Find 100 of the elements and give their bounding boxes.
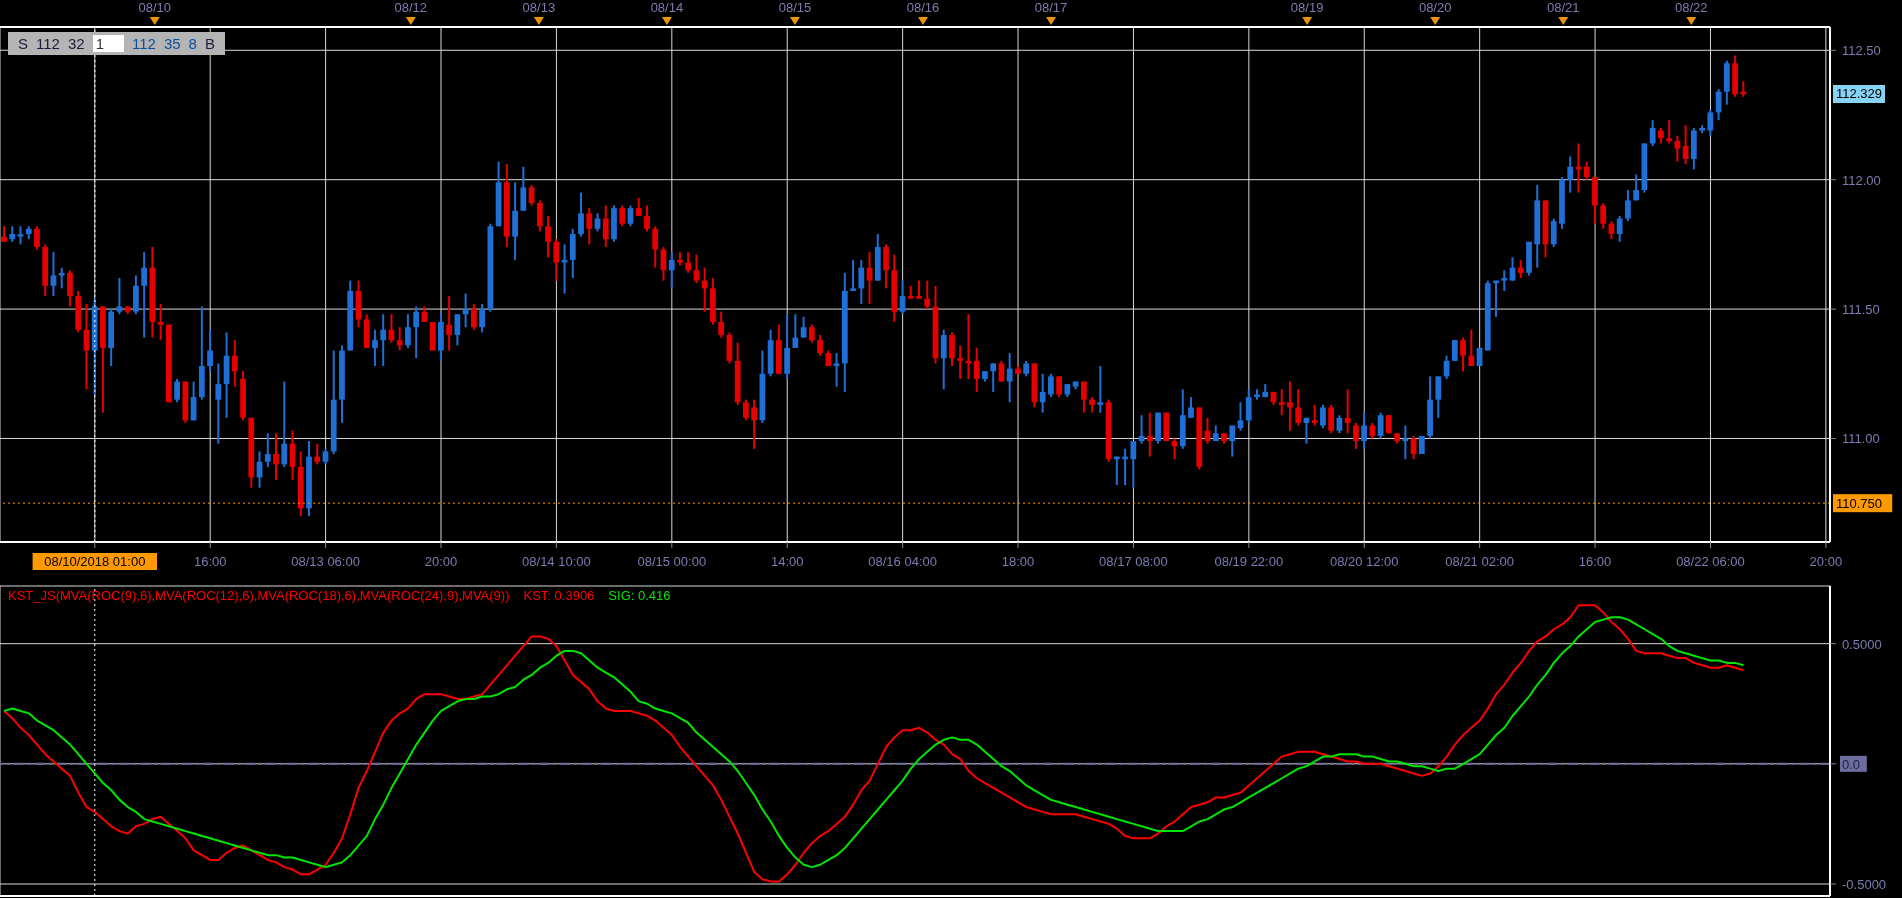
x2-tick-label: 08/10 xyxy=(138,0,171,15)
candlestick xyxy=(1674,134,1681,163)
candlestick xyxy=(1600,201,1607,230)
candlestick xyxy=(17,225,24,246)
candlestick xyxy=(1616,214,1623,243)
candlestick xyxy=(1451,339,1458,362)
candlestick xyxy=(372,328,378,368)
x2-tick-label: 08/14 xyxy=(650,0,684,15)
x2-tick-label: 08/16 xyxy=(906,0,940,15)
ref-line-label: 110.750 xyxy=(1836,496,1883,512)
annotation: 1 xyxy=(92,35,124,52)
candlestick xyxy=(957,344,964,380)
candlestick xyxy=(940,328,947,391)
candlestick xyxy=(1583,160,1590,181)
text: 112.329 xyxy=(1833,85,1886,104)
candlestick xyxy=(718,310,725,339)
candlestick xyxy=(751,398,758,450)
x-tick-label: 08/19 22:00 xyxy=(1214,554,1284,569)
candlestick xyxy=(1278,388,1285,417)
candlestick xyxy=(1567,155,1574,194)
x-tick-label: 08/21 02:00 xyxy=(1445,554,1515,569)
candlestick xyxy=(207,328,213,373)
candlestick xyxy=(1311,403,1318,427)
candlestick xyxy=(405,313,411,349)
candlestick xyxy=(396,326,403,352)
candlestick xyxy=(1649,119,1656,148)
candlestick xyxy=(446,295,453,352)
candlestick xyxy=(990,362,997,393)
candlestick xyxy=(998,359,1005,383)
x-tick-label: 08/20 12:00 xyxy=(1329,554,1399,569)
candlestick xyxy=(602,204,609,248)
candlestick xyxy=(644,204,650,233)
candlestick xyxy=(1468,328,1475,368)
candlestick xyxy=(701,266,708,313)
candlestick xyxy=(817,333,823,357)
annotation: 8 xyxy=(188,35,197,52)
chart-title: KST_JS(MVA(ROC(9),6),MVA(ROC(12),6),MVA(ROC(18),6),MVA(ROC(24),9),MVA(9)) xyxy=(8,588,510,603)
x2-tick-label: 08/15 xyxy=(778,0,812,15)
x-tick-label: 14:00 xyxy=(770,554,804,569)
candlestick xyxy=(528,183,535,207)
candlestick xyxy=(273,432,279,481)
candlestick xyxy=(858,258,865,305)
y-tick-label: 112.00 xyxy=(1842,172,1881,188)
candlestick xyxy=(883,243,889,290)
x2-tick-label: 08/21 xyxy=(1546,0,1580,15)
candlestick xyxy=(1344,388,1351,435)
y-tick-label: 112.50 xyxy=(1842,43,1881,59)
candlestick xyxy=(1295,388,1302,427)
candlestick xyxy=(685,251,692,274)
candlestick xyxy=(1517,258,1524,280)
candlestick xyxy=(536,199,543,233)
candlestick xyxy=(1080,380,1087,414)
candlestick xyxy=(808,323,815,344)
candlestick xyxy=(635,196,642,217)
candlestick xyxy=(1361,411,1368,450)
candlestick xyxy=(1435,375,1442,419)
candlestick xyxy=(627,204,634,228)
candlestick xyxy=(652,225,659,269)
x-tick-label: 08/14 10:00 xyxy=(522,554,591,569)
candlestick xyxy=(973,346,980,393)
annotation: 112 xyxy=(36,35,60,52)
candlestick xyxy=(833,352,840,388)
candlestick xyxy=(50,251,57,298)
candlestick xyxy=(743,398,749,422)
candlestick xyxy=(899,279,906,316)
candlestick xyxy=(264,432,271,468)
candlestick xyxy=(1633,173,1640,202)
candlestick xyxy=(231,339,238,388)
annotation: S xyxy=(18,35,29,52)
x-tick-label: 18:00 xyxy=(1001,554,1035,569)
y-tick-label: -0.5000 xyxy=(1842,876,1887,892)
candlestick xyxy=(850,258,856,292)
x-tick-label: 16:00 xyxy=(193,554,227,569)
annotation: B xyxy=(204,35,215,52)
y-tick-label: 0.0 xyxy=(1842,756,1861,772)
candlestick xyxy=(1682,124,1689,166)
candlestick xyxy=(916,279,922,300)
candlestick xyxy=(1130,440,1137,489)
candlestick xyxy=(1501,269,1508,292)
x-tick-label: 08/17 08:00 xyxy=(1099,554,1168,569)
candlestick xyxy=(1146,411,1153,458)
candlestick xyxy=(1097,365,1104,414)
x-tick-label: 20:00 xyxy=(424,554,458,569)
x-tick-label: 20:00 xyxy=(1809,554,1843,569)
x-tick-label: 08/15 00:00 xyxy=(637,554,707,569)
x2-tick-label: 08/19 xyxy=(1290,0,1324,15)
candlestick xyxy=(1328,403,1335,435)
annotation: 32 xyxy=(67,35,85,52)
candlestick xyxy=(1353,421,1359,450)
candlestick xyxy=(174,377,180,404)
y-tick-label: 0.5000 xyxy=(1842,636,1882,652)
annotation: 112 xyxy=(131,35,156,52)
candlestick xyxy=(1377,411,1384,440)
candlestick xyxy=(1006,352,1013,404)
x2-tick-label: 08/20 xyxy=(1418,0,1452,15)
x-tick-label: 08/13 06:00 xyxy=(291,554,360,569)
candlestick xyxy=(619,204,626,228)
text: SIG: 0.416 xyxy=(608,588,671,603)
candlestick xyxy=(1625,189,1631,223)
candlestick xyxy=(949,331,955,368)
